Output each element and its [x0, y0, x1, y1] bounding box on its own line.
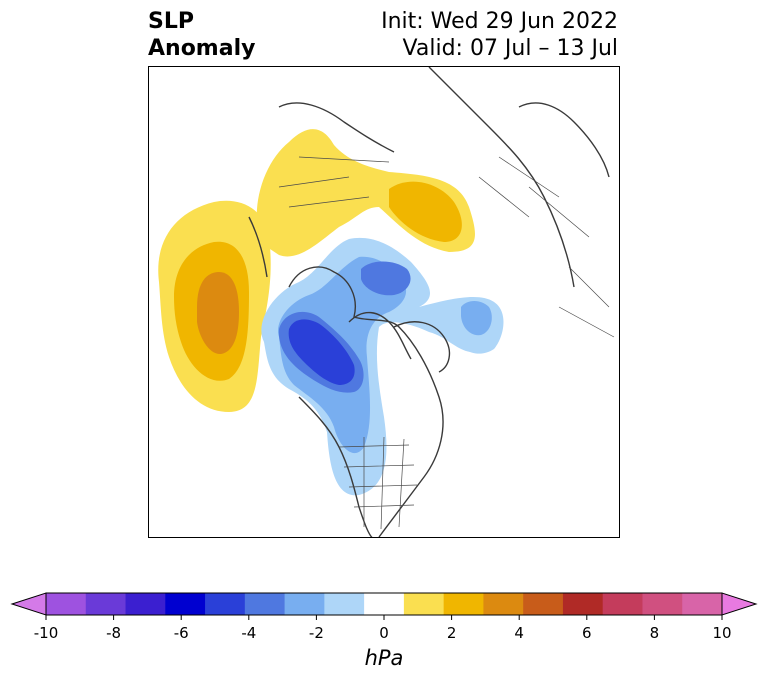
negative-anomaly-scandinavia-mid — [461, 301, 492, 336]
colorbar-segment — [85, 593, 127, 615]
map-canvas — [158, 67, 615, 537]
colorbar-unit: hPa — [364, 646, 404, 670]
colorbar-tick-label: 6 — [582, 624, 592, 642]
colorbar-tick-label: 4 — [514, 624, 524, 642]
colorbar-segment — [682, 593, 723, 615]
title-subtitle: Anomaly — [148, 36, 256, 61]
map-date-info: Init: Wed 29 Jun 2022 Valid: 07 Jul – 13… — [381, 8, 618, 62]
colorbar-segment — [324, 593, 365, 615]
colorbar-tick-label: -2 — [308, 624, 324, 642]
positive-anomaly-pacific-core — [197, 272, 239, 355]
colorbar-segment — [562, 593, 604, 615]
colorbar-segment — [205, 593, 246, 615]
colorbar-segment — [602, 593, 643, 615]
colorbar-segment — [642, 593, 683, 615]
colorbar-segment — [165, 593, 206, 615]
map-title: SLP Anomaly — [148, 8, 255, 62]
colorbar-tick-label: -10 — [33, 624, 59, 642]
colorbar-segment — [523, 593, 564, 615]
colorbar-tick-label: 2 — [446, 624, 457, 642]
colorbar-segment — [46, 593, 87, 615]
colorbar-tick-label: 8 — [649, 624, 660, 642]
colorbar-tick-label: 0 — [379, 624, 389, 642]
colorbar — [10, 592, 758, 620]
colorbar-extend-low — [10, 592, 47, 616]
colorbar-segment — [364, 593, 405, 615]
colorbar-segment — [125, 593, 166, 615]
colorbar-segment — [244, 593, 286, 615]
colorbar-tick-label: 10 — [712, 624, 732, 642]
colorbar-segment — [443, 593, 484, 615]
negative-anomaly-canada-core — [288, 319, 355, 385]
positive-anomaly-russia-core — [389, 181, 462, 242]
valid-range: Valid: 07 Jul – 13 Jul — [402, 36, 618, 61]
init-date: Init: Wed 29 Jun 2022 — [381, 9, 618, 34]
colorbar-segment — [284, 593, 325, 615]
slp-anomaly-map — [148, 66, 620, 538]
colorbar-tick-label: -4 — [241, 624, 257, 642]
title-variable: SLP — [148, 9, 194, 34]
colorbar-segment — [483, 593, 524, 615]
political-borders — [278, 156, 615, 530]
colorbar-tick-label: -6 — [173, 624, 189, 642]
colorbar-tick-label: -8 — [106, 624, 122, 642]
colorbar-segment — [403, 593, 445, 615]
negative-anomaly-arctic-core — [361, 261, 411, 296]
colorbar-extend-high — [721, 592, 758, 616]
coastlines — [248, 67, 610, 537]
